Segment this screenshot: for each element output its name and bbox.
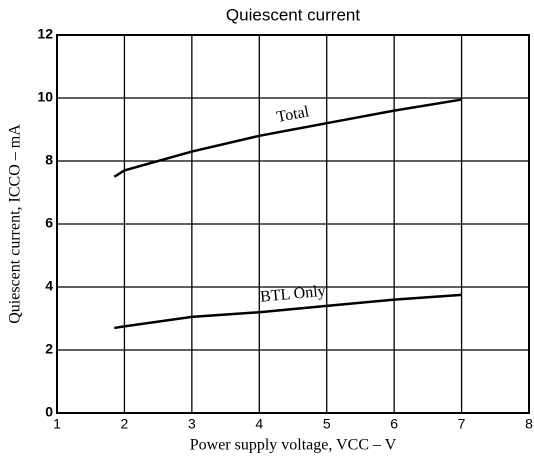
x-tick-label: 4 — [255, 416, 263, 432]
y-tick-label: 4 — [45, 278, 53, 294]
y-tick-label: 8 — [45, 152, 53, 168]
chart-title: Quiescent current — [226, 5, 360, 24]
x-tick-label: 1 — [53, 416, 61, 432]
y-tick-label: 6 — [45, 215, 53, 231]
x-tick-label: 5 — [323, 416, 331, 432]
x-tick-label: 3 — [188, 416, 196, 432]
series-label: Total — [275, 103, 311, 126]
y-tick-label: 0 — [45, 404, 53, 420]
series-label: BTL Only — [259, 283, 326, 306]
y-tick-label: 2 — [45, 341, 53, 357]
x-axis-label: Power supply voltage, VCC – V — [190, 437, 397, 454]
x-tick-label: 2 — [121, 416, 129, 432]
series-line — [114, 293, 462, 330]
x-tick-label: 8 — [525, 416, 533, 432]
x-tick-label: 7 — [458, 416, 466, 432]
series-line — [113, 98, 462, 178]
x-tick-label: 6 — [390, 416, 398, 432]
y-axis-label: Quiescent current, ICCO – mA — [7, 124, 24, 324]
y-tick-label: 12 — [37, 26, 53, 42]
y-tick-label: 10 — [37, 89, 53, 105]
